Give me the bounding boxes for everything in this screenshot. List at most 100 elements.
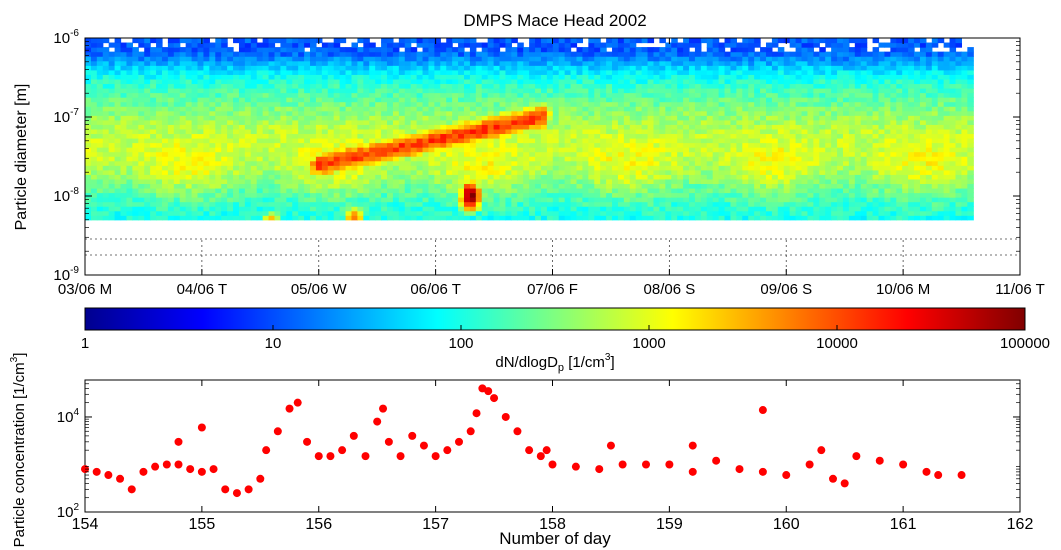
heatmap-cell: [446, 174, 453, 180]
heatmap-cell: [179, 201, 187, 207]
heatmap-cell: [748, 69, 755, 75]
heatmap-cell: [381, 137, 388, 144]
heatmap-cell: [795, 69, 803, 75]
heatmap-cell: [706, 206, 714, 212]
heatmap-cell: [446, 151, 453, 157]
heatmap-cell: [754, 169, 761, 175]
heatmap-cell: [422, 133, 430, 139]
heatmap-cell: [369, 178, 376, 185]
heatmap-cell: [511, 83, 518, 89]
heatmap-cell: [558, 133, 566, 139]
heatmap-cell: [286, 192, 293, 198]
heatmap-cell: [404, 165, 412, 171]
heatmap-cell: [576, 160, 584, 166]
heatmap-cell: [102, 178, 110, 185]
heatmap-cell: [730, 151, 737, 157]
heatmap-cell: [629, 210, 637, 216]
heatmap-cell: [535, 197, 542, 203]
heatmap-cell: [546, 128, 554, 135]
heatmap-cell: [292, 69, 299, 75]
heatmap-cell: [333, 156, 341, 162]
heatmap-cell: [641, 183, 649, 189]
heatmap-cell: [304, 69, 311, 75]
heatmap-cell: [612, 83, 619, 89]
heatmap-cell: [221, 156, 228, 162]
heatmap-cell: [765, 74, 773, 80]
heatmap-cell: [564, 83, 572, 89]
heatmap-cell: [321, 206, 329, 212]
heatmap-cell: [191, 156, 199, 162]
heatmap-cell: [771, 169, 779, 175]
heatmap-cell: [736, 206, 743, 212]
heatmap-cell: [576, 47, 584, 53]
heatmap-cell: [315, 142, 323, 148]
heatmap-cell: [481, 210, 489, 216]
heatmap-cell: [244, 174, 252, 180]
heatmap-cell: [570, 42, 578, 48]
heatmap-cell: [582, 201, 589, 207]
heatmap-cell: [493, 65, 501, 71]
heatmap-cell: [90, 183, 98, 189]
heatmap-cell: [369, 201, 376, 207]
heatmap-cell: [517, 151, 524, 157]
heatmap-cell: [102, 133, 110, 139]
heatmap-cell: [523, 147, 530, 153]
heatmap-cell: [452, 133, 459, 139]
heatmap-cell: [221, 178, 228, 185]
heatmap-cell: [422, 165, 430, 171]
heatmap-cell: [700, 69, 708, 75]
heatmap-cell: [156, 101, 163, 107]
heatmap-cell: [339, 51, 347, 57]
heatmap-cell: [209, 137, 216, 144]
heatmap-cell: [736, 165, 743, 171]
heatmap-cell: [606, 78, 613, 85]
heatmap-cell: [351, 165, 358, 171]
heatmap-cell: [463, 101, 471, 107]
heatmap-cell: [185, 215, 193, 221]
heatmap-cell: [327, 87, 335, 94]
heatmap-cell: [197, 74, 205, 80]
heatmap-cell: [221, 197, 228, 203]
heatmap-cell: [736, 60, 743, 66]
heatmap-cell: [244, 133, 252, 139]
heatmap-cell: [475, 115, 483, 121]
heatmap-cell: [85, 128, 92, 135]
heatmap-cell: [126, 174, 133, 180]
heatmap-cell: [700, 165, 708, 171]
heatmap-cell: [771, 51, 779, 57]
heatmap-cell: [173, 101, 181, 107]
heatmap-cell: [718, 197, 726, 203]
heatmap-cell: [167, 192, 175, 198]
heatmap-cell: [304, 156, 311, 162]
heatmap-cell: [381, 97, 388, 103]
heatmap-cell: [167, 42, 175, 48]
heatmap-cell: [227, 47, 234, 53]
heatmap-cell: [558, 160, 566, 166]
heatmap-cell: [244, 97, 252, 103]
heatmap-cell: [647, 156, 655, 162]
heatmap-cell: [387, 65, 394, 71]
heatmap-cell: [120, 151, 128, 157]
heatmap-cell: [487, 38, 495, 44]
heatmap-cell: [546, 147, 554, 153]
heatmap-cell: [505, 110, 512, 116]
heatmap-cell: [233, 183, 240, 189]
heatmap-cell: [588, 74, 595, 80]
heatmap-cell: [582, 133, 589, 139]
heatmap-cell: [244, 69, 252, 75]
heatmap-cell: [760, 110, 767, 116]
heatmap-cell: [712, 97, 720, 103]
heatmap-cell: [381, 78, 388, 85]
heatmap-cell: [825, 115, 832, 121]
heatmap-cell: [321, 51, 329, 57]
heatmap-cell: [262, 156, 270, 162]
heatmap-cell: [540, 42, 548, 48]
heatmap-cell: [463, 56, 471, 62]
heatmap-cell: [150, 160, 157, 166]
heatmap-cell: [801, 178, 809, 185]
heatmap-cell: [825, 133, 832, 139]
heatmap-cell: [570, 178, 578, 185]
heatmap-cell: [819, 56, 826, 62]
heatmap-cell: [422, 210, 430, 216]
heatmap-cell: [363, 119, 370, 125]
